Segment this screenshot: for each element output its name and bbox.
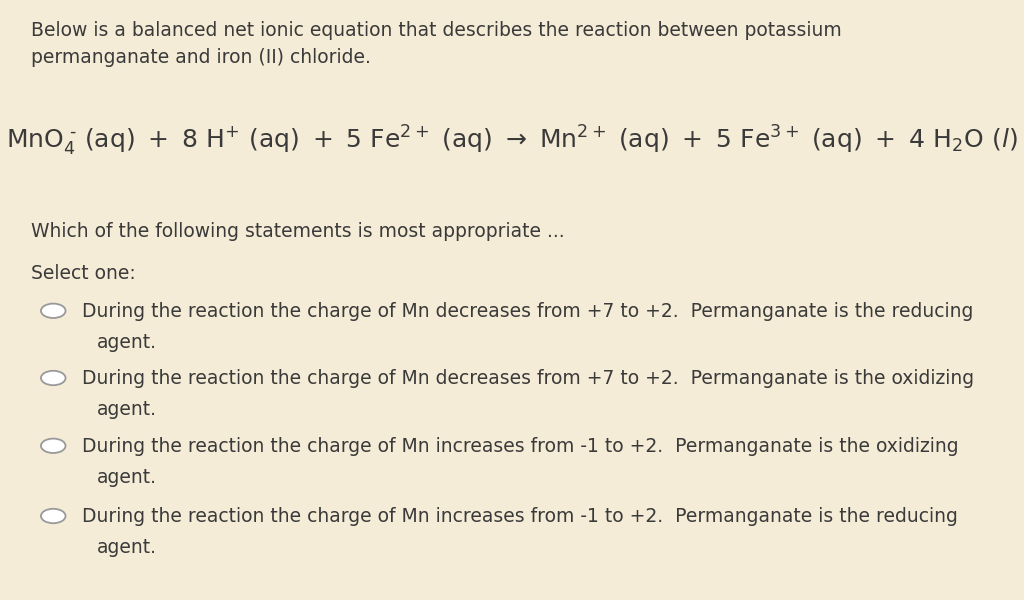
Text: agent.: agent. xyxy=(97,333,158,352)
Text: agent.: agent. xyxy=(97,468,158,487)
Circle shape xyxy=(41,304,66,318)
Text: permanganate and iron (II) chloride.: permanganate and iron (II) chloride. xyxy=(31,48,371,67)
Text: During the reaction the charge of Mn increases from -1 to +2.  Permanganate is t: During the reaction the charge of Mn inc… xyxy=(82,437,958,456)
Circle shape xyxy=(41,439,66,453)
Circle shape xyxy=(41,509,66,523)
Text: agent.: agent. xyxy=(97,400,158,419)
Circle shape xyxy=(41,371,66,385)
Text: Which of the following statements is most appropriate ...: Which of the following statements is mos… xyxy=(31,222,564,241)
Text: During the reaction the charge of Mn decreases from +7 to +2.  Permanganate is t: During the reaction the charge of Mn dec… xyxy=(82,302,973,321)
Text: Below is a balanced net ionic equation that describes the reaction between potas: Below is a balanced net ionic equation t… xyxy=(31,21,842,40)
Text: During the reaction the charge of Mn increases from -1 to +2.  Permanganate is t: During the reaction the charge of Mn inc… xyxy=(82,507,957,526)
Text: $\mathregular{MnO_4^{\ \text{-}}\ (aq)\ +\ 8\ H^{+}\ (aq)\ +\ 5\ Fe^{2+}\ (aq)\ : $\mathregular{MnO_4^{\ \text{-}}\ (aq)\ … xyxy=(6,124,1018,158)
Text: Select one:: Select one: xyxy=(31,264,135,283)
Text: During the reaction the charge of Mn decreases from +7 to +2.  Permanganate is t: During the reaction the charge of Mn dec… xyxy=(82,369,974,388)
Text: agent.: agent. xyxy=(97,538,158,557)
